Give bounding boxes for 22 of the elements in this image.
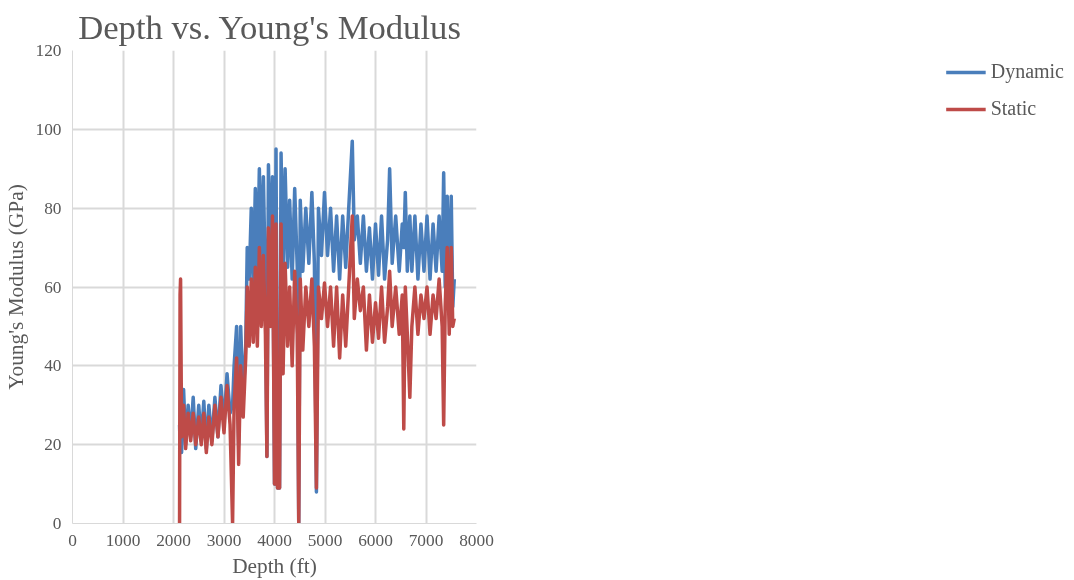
y-axis-title: Young's Modulus (GPa) [3, 184, 28, 390]
x-tick-label: 0 [68, 530, 77, 550]
y-tick-label: 120 [35, 41, 62, 60]
y-tick-label: 40 [44, 356, 62, 376]
y-tick-label: 100 [35, 119, 62, 139]
legend-label: Dynamic [990, 60, 1064, 83]
chart-title: Depth vs. Young's Modulus [78, 7, 461, 46]
x-tick-label: 8000 [459, 530, 494, 550]
y-tick-label: 80 [44, 198, 62, 218]
x-tick-label: 6000 [358, 530, 393, 550]
x-tick-label: 2000 [156, 530, 191, 550]
x-tick-label: 3000 [206, 530, 242, 550]
y-tick-label: 60 [44, 277, 62, 297]
x-tick-label: 1000 [105, 530, 141, 550]
y-tick-label: 0 [52, 514, 62, 533]
x-tick-label: 5000 [307, 530, 343, 550]
line-series [177, 214, 457, 524]
legend-label: Static [990, 97, 1037, 120]
y-tick-label: 20 [44, 435, 62, 455]
x-tick-label: 4000 [257, 530, 292, 550]
x-tick-label: 7000 [408, 530, 444, 550]
x-axis-title: Depth (ft) [232, 553, 317, 578]
